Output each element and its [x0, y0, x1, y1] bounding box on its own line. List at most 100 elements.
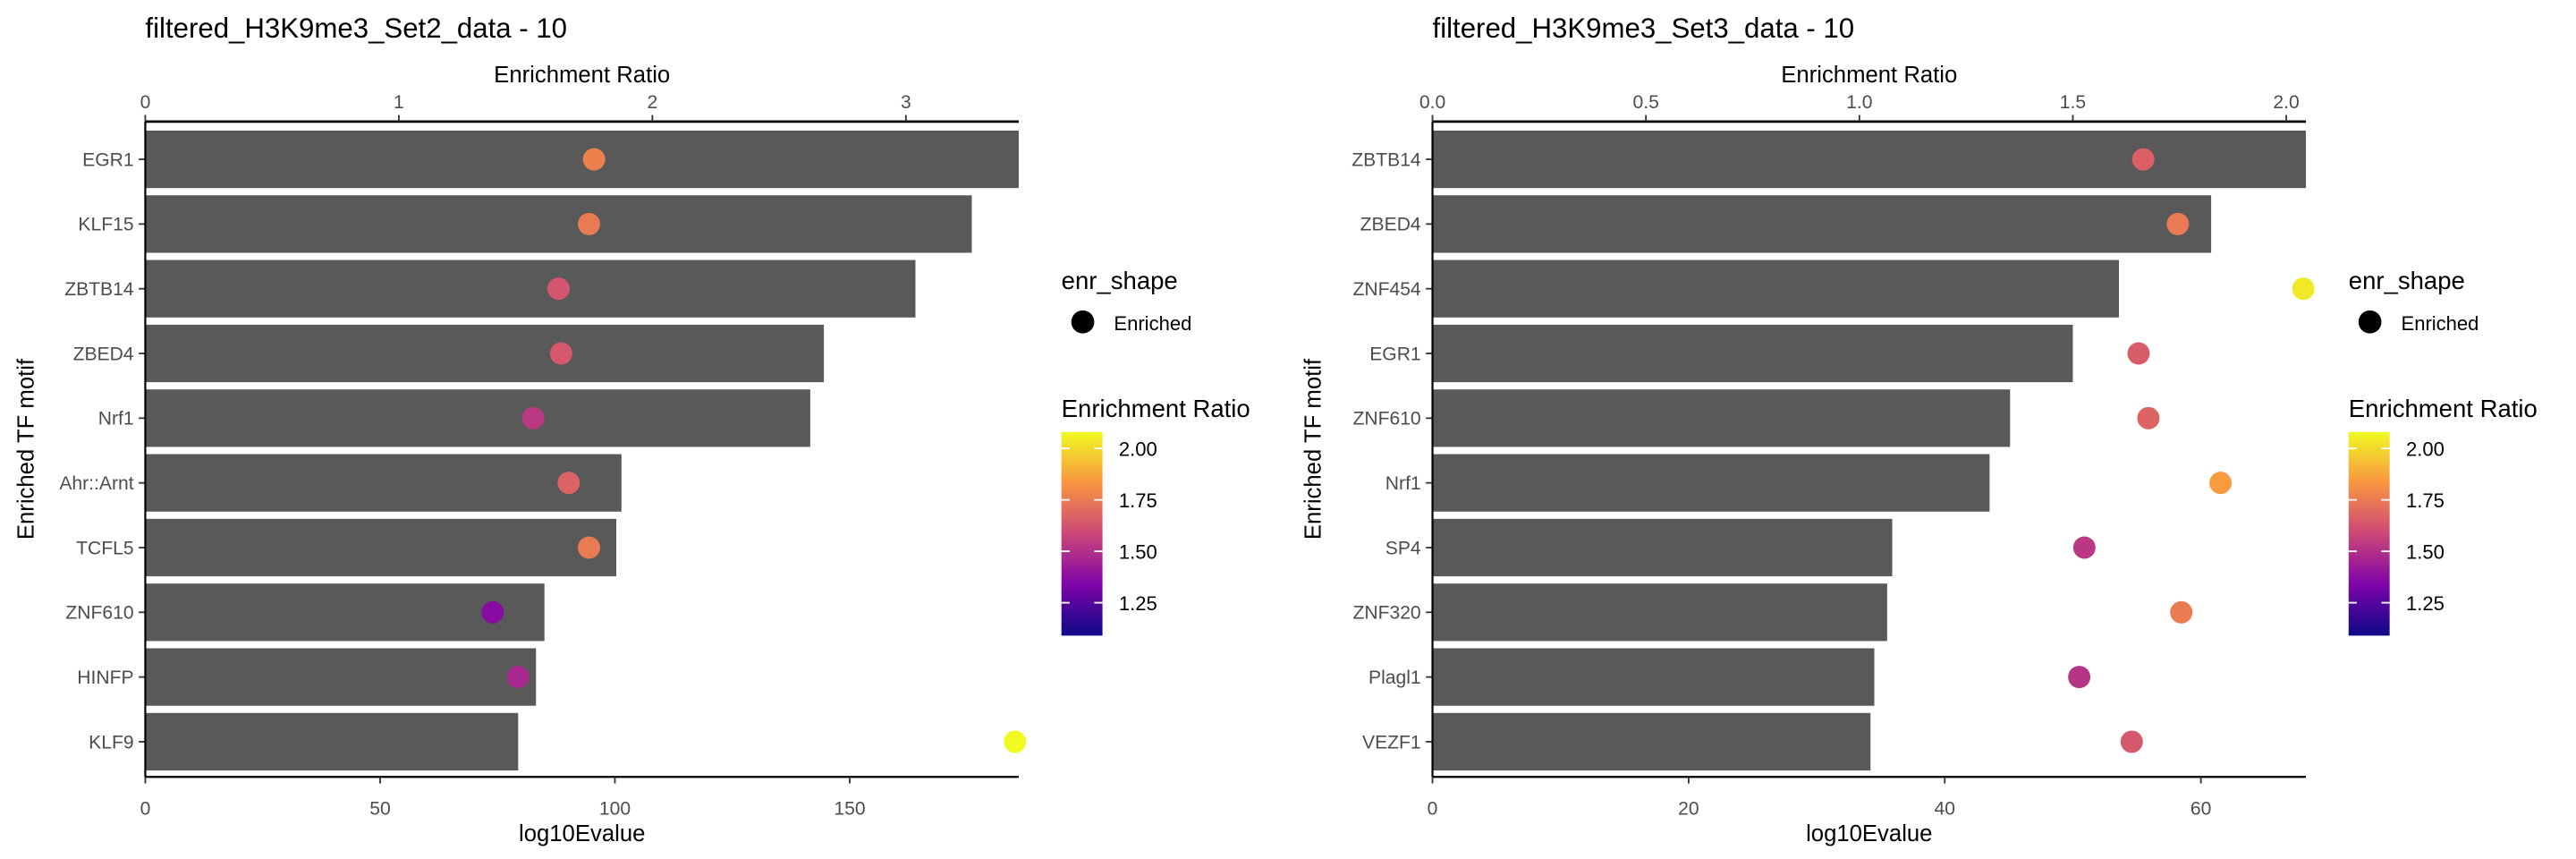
bar — [1432, 259, 2119, 318]
top-axis-title: Enrichment Ratio — [494, 63, 670, 88]
top-tick-label: 0.5 — [1633, 92, 1659, 113]
x-tick-label: 100 — [599, 798, 631, 819]
y-tick-label: Nrf1 — [98, 409, 134, 430]
bar — [145, 324, 825, 383]
panel-2: filtered_H3K9me3_Set3_data - 10 Enrichmen… — [1301, 13, 2538, 846]
bar — [145, 130, 1019, 189]
y-axis-title: Enriched TF motif — [14, 358, 39, 540]
bar — [145, 454, 622, 512]
top-tick-label: 0.0 — [1419, 92, 1445, 113]
top-tick-label: 2.0 — [2273, 92, 2299, 113]
enrichment-point — [582, 148, 606, 171]
y-tick-label: Ahr::Arnt — [59, 473, 133, 494]
x-axis-title: log10Evalue — [519, 821, 645, 846]
x-tick-label: 50 — [369, 798, 390, 819]
bar — [1432, 454, 1990, 512]
y-tick-label: KLF15 — [78, 215, 133, 235]
enriched-shape-icon — [2358, 310, 2382, 334]
bar — [145, 195, 972, 253]
enrichment-point — [2072, 536, 2096, 559]
enrichment-point — [2137, 406, 2160, 430]
legend: enr_shape Enriched Enrichment Ratio 2.00 1.7… — [2348, 267, 2538, 636]
y-tick-label: EGR1 — [82, 149, 133, 170]
enrichment-point — [2068, 666, 2091, 689]
bar — [145, 389, 810, 447]
colorbar-label: 1.25 — [1119, 592, 1157, 615]
bar — [145, 518, 617, 577]
bar — [1432, 389, 2011, 447]
bar — [145, 259, 916, 318]
y-tick-label: EGR1 — [1369, 344, 1420, 364]
y-tick-label: VEZF1 — [1362, 732, 1421, 753]
color-legend-title: Enrichment Ratio — [1062, 395, 1250, 422]
top-tick-label: 3 — [901, 92, 911, 113]
enrichment-point — [2127, 342, 2150, 365]
legend: enr_shape Enriched Enrichment Ratio 2.00 1.7… — [1061, 267, 1250, 636]
shape-legend-title: enr_shape — [2349, 267, 2465, 294]
enrichment-point — [2166, 212, 2190, 235]
bar — [1432, 712, 1871, 771]
chart-title: filtered_H3K9me3_Set2_data - 10 — [145, 13, 567, 44]
bar — [1432, 130, 2307, 189]
y-tick-label: SP4 — [1385, 538, 1421, 558]
enrichment-point — [549, 342, 572, 365]
x-tick-label: 60 — [2190, 798, 2211, 819]
colorbar-label: 2.00 — [2406, 438, 2445, 460]
enrichment-point — [2131, 148, 2155, 171]
bar — [1432, 195, 2212, 253]
y-tick-label: ZBTB14 — [1352, 149, 1421, 170]
enrichment-point — [2209, 472, 2233, 495]
top-axis-title: Enrichment Ratio — [1781, 63, 1957, 88]
y-tick-label: ZBED4 — [1360, 215, 1421, 235]
bar — [1432, 648, 1875, 706]
shape-legend-title: enr_shape — [1062, 267, 1178, 294]
enrichment-point — [521, 406, 545, 430]
bar — [145, 712, 519, 771]
enrichment-point — [1004, 730, 1027, 753]
panel-1: filtered_H3K9me3_Set2_data - 10 Enrichmen… — [14, 13, 1250, 846]
colorbar-label: 1.75 — [1119, 489, 1157, 512]
color-legend-title: Enrichment Ratio — [2349, 395, 2538, 422]
y-axis-title: Enriched TF motif — [1301, 358, 1326, 540]
top-tick-label: 2 — [648, 92, 658, 113]
y-tick-label: HINFP — [77, 668, 133, 688]
x-tick-label: 40 — [1935, 798, 1955, 819]
colorbar-label: 1.75 — [2406, 489, 2445, 512]
chart-title: filtered_H3K9me3_Set3_data - 10 — [1433, 13, 1855, 44]
bar — [1432, 583, 1887, 642]
bar — [145, 583, 545, 642]
x-axis-title: log10Evalue — [1806, 821, 1932, 846]
enriched-shape-icon — [1071, 310, 1095, 334]
colorbar-label: 2.00 — [1119, 438, 1157, 460]
shape-legend-label: Enriched — [2402, 312, 2479, 335]
shape-legend-label: Enriched — [1114, 312, 1191, 335]
y-tick-label: ZNF610 — [65, 603, 133, 624]
enrichment-point — [578, 536, 600, 559]
colorbar — [1061, 431, 1103, 636]
top-tick-label: 1.5 — [2060, 92, 2086, 113]
y-tick-label: Nrf1 — [1385, 473, 1421, 494]
y-tick-label: ZBTB14 — [64, 279, 134, 300]
enrichment-point — [506, 666, 530, 689]
enrichment-point — [2170, 600, 2193, 624]
enrichment-point — [2120, 730, 2143, 753]
colorbar-label: 1.50 — [2406, 540, 2445, 563]
enrichment-point — [481, 600, 504, 624]
bar — [1432, 518, 1893, 577]
enrichment-point — [2292, 277, 2315, 301]
y-tick-label: KLF9 — [89, 732, 133, 753]
x-tick-label: 20 — [1678, 798, 1699, 819]
x-tick-label: 150 — [834, 798, 865, 819]
bar — [1432, 324, 2073, 383]
enrichment-point — [547, 277, 570, 301]
top-tick-label: 1.0 — [1846, 92, 1872, 113]
enrichment-point — [578, 212, 600, 235]
y-tick-label: ZNF610 — [1352, 409, 1420, 430]
enrichment-point — [557, 472, 580, 495]
x-tick-label: 0 — [140, 798, 151, 819]
top-tick-label: 1 — [394, 92, 404, 113]
y-tick-label: Plagl1 — [1368, 668, 1421, 688]
y-tick-label: ZBED4 — [73, 344, 134, 364]
colorbar — [2348, 431, 2390, 636]
